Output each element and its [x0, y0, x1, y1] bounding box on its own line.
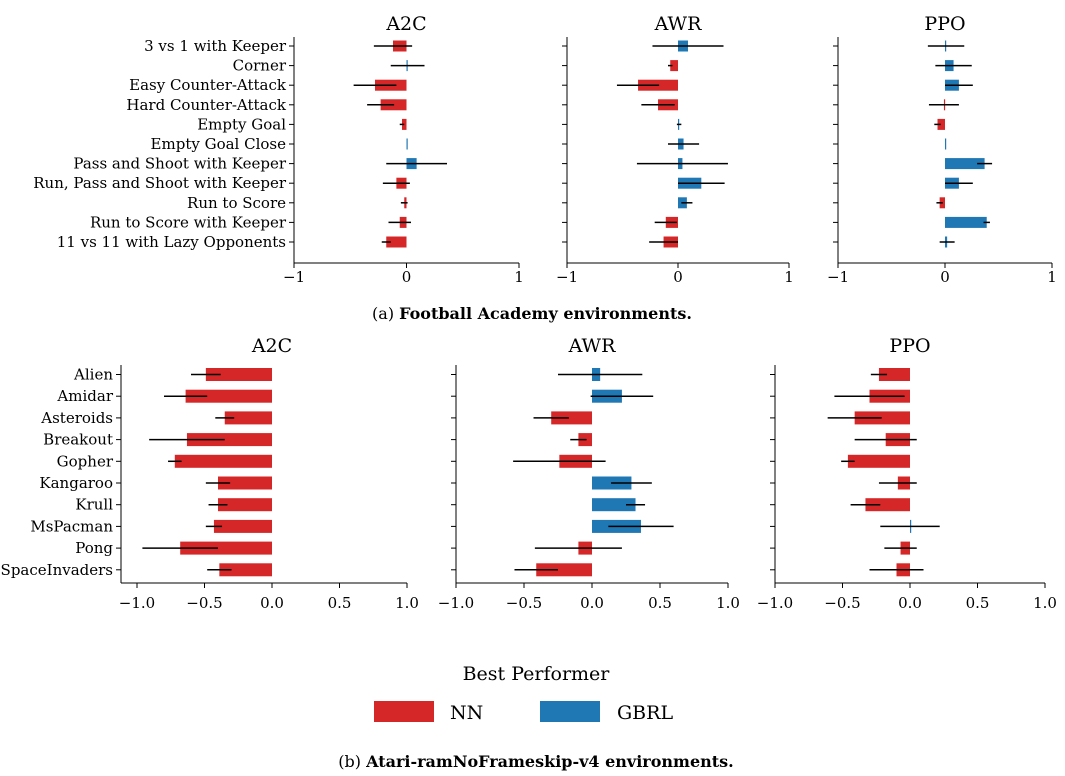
caption-b-bold: Atari-ramNoFrameskip-v4 environments.	[365, 752, 734, 771]
bar	[386, 236, 407, 248]
panel-title: AWR	[568, 335, 616, 357]
bar	[865, 498, 910, 512]
panel-title: AWR	[654, 13, 702, 35]
bar	[945, 158, 985, 170]
bar	[219, 563, 272, 577]
bar	[218, 476, 272, 490]
x-tick-label: −0.5	[506, 594, 542, 612]
x-tick-label: 0.5	[966, 594, 990, 612]
x-tick-label: 1.0	[716, 594, 740, 612]
x-tick-label: 1	[514, 268, 524, 286]
category-label: Pong	[75, 539, 113, 557]
category-label: Empty Goal Close	[151, 135, 287, 153]
x-tick-label: −0.5	[824, 594, 860, 612]
bar	[945, 138, 947, 150]
x-tick-label: 0.5	[328, 594, 352, 612]
caption-b-prefix: (b)	[338, 752, 366, 771]
panel-title: PPO	[924, 13, 965, 35]
x-tick-label: 1.0	[1033, 594, 1057, 612]
category-label: Breakout	[43, 431, 113, 449]
panel-a-ppo: PPO −1 0 1	[827, 13, 1057, 286]
caption-a: (a) Football Academy environments.	[372, 304, 692, 323]
panel-a-awr: AWR −1 0 1	[556, 13, 794, 286]
bar	[937, 118, 945, 130]
category-label: 3 vs 1 with Keeper	[144, 37, 287, 55]
legend: Best Performer NN GBRL	[374, 663, 673, 724]
category-label: Run to Score with Keeper	[90, 213, 287, 231]
bar	[854, 411, 910, 425]
bar	[218, 498, 272, 512]
category-label: Gopher	[57, 452, 114, 470]
bar	[670, 60, 678, 72]
x-tick-label: 0	[940, 268, 950, 286]
x-tick-label: −0.5	[186, 594, 222, 612]
x-tick-label: 0.5	[648, 594, 672, 612]
legend-title: Best Performer	[463, 663, 611, 685]
category-label: Amidar	[56, 387, 113, 405]
x-tick-label: 1	[1047, 268, 1057, 286]
x-tick-label: −1	[283, 268, 305, 286]
bar	[205, 368, 272, 381]
bar	[186, 433, 272, 447]
x-tick-label: −1	[556, 268, 578, 286]
x-tick-label: −1.0	[757, 594, 793, 612]
x-tick-label: −1.0	[119, 594, 155, 612]
legend-label-nn: NN	[450, 702, 483, 724]
bar	[592, 498, 636, 512]
caption-a-prefix: (a)	[372, 304, 399, 323]
caption-a-bold: Football Academy environments.	[399, 304, 692, 323]
category-label: Alien	[73, 366, 113, 384]
legend-swatch-gbrl	[540, 701, 600, 722]
x-tick-label: −1.0	[438, 594, 474, 612]
panel-title: PPO	[889, 335, 930, 357]
category-label: Run, Pass and Shoot with Keeper	[33, 174, 287, 192]
panel-b-awr: AWR −1.0 −0.5 0.0 0.5 1.0	[438, 335, 740, 612]
x-tick-label: 1.0	[395, 594, 419, 612]
bar	[174, 454, 272, 468]
category-label: Kangaroo	[39, 474, 113, 492]
bar	[945, 216, 987, 228]
x-tick-label: 0.0	[260, 594, 284, 612]
bar	[224, 411, 272, 425]
category-label: Krull	[75, 496, 113, 514]
bar	[847, 454, 910, 468]
category-label: Hard Counter-Attack	[126, 96, 287, 114]
category-label: Easy Counter-Attack	[129, 76, 287, 94]
category-label: Asteroids	[40, 409, 113, 427]
panel-b-ppo: PPO −1.0 −0.5 0.0 0.5 1.0	[757, 335, 1057, 612]
x-tick-label: 0	[402, 268, 412, 286]
x-tick-label: 0.0	[580, 594, 604, 612]
category-label: Run to Score	[187, 194, 286, 212]
category-label: 11 vs 11 with Lazy Opponents	[57, 233, 286, 251]
bar	[185, 389, 272, 403]
x-tick-label: 1	[784, 268, 794, 286]
category-label: Corner	[233, 57, 287, 75]
legend-label-gbrl: GBRL	[617, 702, 673, 724]
x-tick-label: 0.0	[898, 594, 922, 612]
category-label: SpaceInvaders	[1, 561, 113, 579]
bar	[406, 138, 408, 150]
x-tick-label: 0	[673, 268, 683, 286]
category-label: Empty Goal	[197, 115, 286, 133]
bar	[213, 519, 272, 533]
bar	[536, 563, 592, 577]
panel-title: A2C	[385, 13, 426, 35]
bar	[180, 541, 272, 555]
panel-title: A2C	[251, 335, 292, 357]
category-label: MsPacman	[30, 517, 113, 535]
panel-b-a2c: A2C −1.0 −0.5 0.0 0.5 1.0 Alien Amidar Asteroids…	[1, 335, 419, 612]
bar	[551, 411, 592, 425]
category-label: Pass and Shoot with Keeper	[73, 155, 286, 173]
x-tick-label: −1	[827, 268, 849, 286]
caption-b: (b) Atari-ramNoFrameskip-v4 environments…	[338, 752, 734, 771]
bar	[878, 368, 910, 381]
legend-swatch-nn	[374, 701, 434, 722]
